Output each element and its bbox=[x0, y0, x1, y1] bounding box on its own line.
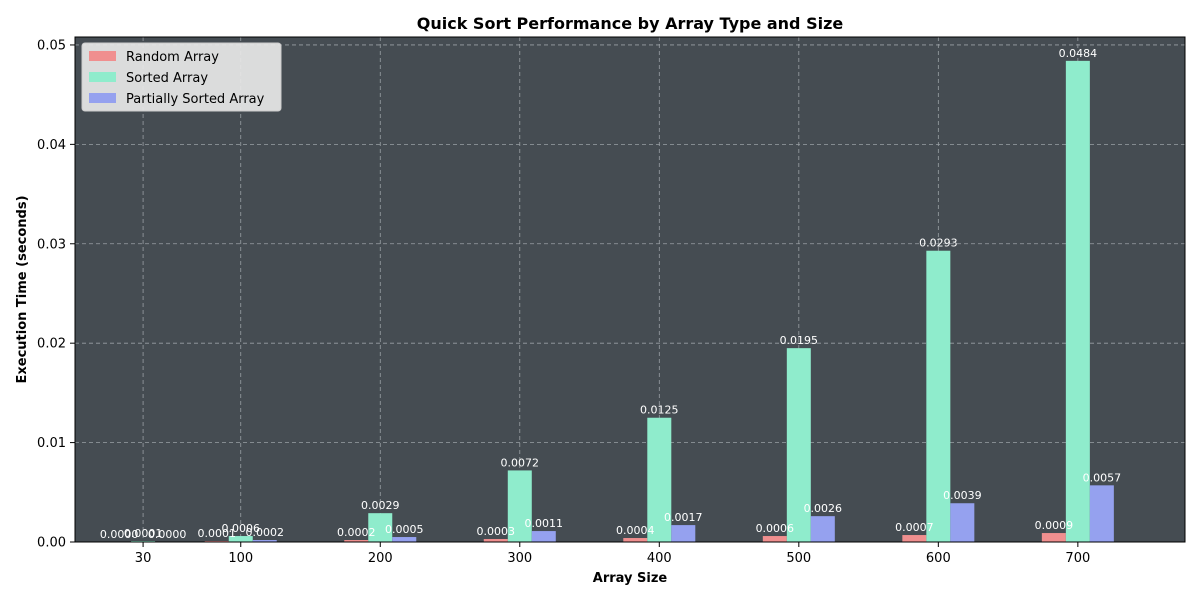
bar bbox=[252, 540, 277, 542]
data-labels: 0.0000 0.0001 0.0002 0.0003 0.0004 0.0006 0.00… bbox=[100, 47, 1121, 541]
bar bbox=[1041, 533, 1066, 542]
x-tick-label: 100 bbox=[228, 551, 253, 566]
bar bbox=[1089, 485, 1114, 542]
data-label: 0.0006 bbox=[756, 522, 795, 535]
data-label: 0.0029 bbox=[361, 499, 400, 512]
legend-box bbox=[81, 42, 282, 112]
legend-label: Partially Sorted Array bbox=[126, 92, 265, 107]
data-label: 0.0006 bbox=[221, 522, 260, 535]
y-tick-label: 0.05 bbox=[37, 38, 66, 53]
data-label: 0.0005 bbox=[385, 523, 424, 536]
y-tick-label: 0.01 bbox=[37, 436, 66, 451]
bar bbox=[392, 537, 417, 542]
data-label: 0.0009 bbox=[1035, 519, 1074, 532]
legend-label: Random Array bbox=[126, 50, 219, 65]
legend-label: Sorted Array bbox=[126, 71, 208, 86]
data-label: 0.0001 bbox=[197, 527, 236, 540]
bar bbox=[368, 513, 393, 542]
y-axis-ticks: 0.00 0.01 0.02 0.03 0.04 0.05 bbox=[37, 38, 75, 551]
bar bbox=[483, 539, 508, 542]
data-label: 0.0026 bbox=[804, 502, 843, 515]
data-label: 0.0484 bbox=[1059, 47, 1098, 60]
data-label: 0.0293 bbox=[919, 237, 958, 250]
data-label: 0.0125 bbox=[640, 404, 679, 417]
data-label: 0.0002 bbox=[245, 526, 284, 539]
y-tick-label: 0.03 bbox=[37, 237, 66, 252]
bar bbox=[228, 536, 253, 542]
x-tick-label: 400 bbox=[647, 551, 672, 566]
data-label: 0.0039 bbox=[943, 489, 982, 502]
bar bbox=[531, 531, 556, 542]
x-tick-label: 300 bbox=[507, 551, 532, 566]
bars bbox=[131, 60, 1114, 542]
data-label: 0.0195 bbox=[780, 334, 819, 347]
bar bbox=[507, 470, 532, 542]
bar bbox=[671, 525, 696, 542]
legend-swatch bbox=[89, 72, 116, 82]
bar bbox=[762, 536, 787, 542]
bar bbox=[623, 538, 648, 542]
x-axis-title: Array Size bbox=[593, 571, 668, 586]
plot-area bbox=[75, 37, 1185, 542]
plot-frame bbox=[74, 36, 1186, 543]
x-tick-label: 700 bbox=[1065, 551, 1090, 566]
data-label: 0.0001 bbox=[124, 527, 163, 540]
data-label: 0.0003 bbox=[477, 525, 516, 538]
data-label: 0.0011 bbox=[525, 517, 564, 530]
data-label: 0.0000 bbox=[148, 528, 187, 541]
bar bbox=[344, 540, 369, 542]
legend: Random Array Sorted Array Partially Sorted… bbox=[81, 42, 282, 112]
bar bbox=[810, 516, 835, 542]
data-label: 0.0017 bbox=[664, 511, 703, 524]
legend-swatch bbox=[89, 51, 116, 61]
x-tick-label: 200 bbox=[368, 551, 393, 566]
y-tick-label: 0.04 bbox=[37, 138, 66, 153]
bar bbox=[926, 250, 951, 542]
data-label: 0.0007 bbox=[895, 521, 934, 534]
y-tick-label: 0.02 bbox=[37, 337, 66, 352]
x-tick-label: 30 bbox=[135, 551, 152, 566]
bar bbox=[1065, 60, 1090, 542]
bar bbox=[786, 348, 811, 542]
x-tick-label: 600 bbox=[926, 551, 951, 566]
bar bbox=[902, 535, 927, 542]
bar bbox=[950, 503, 975, 542]
data-label: 0.0004 bbox=[616, 524, 655, 537]
x-tick-label: 500 bbox=[786, 551, 811, 566]
data-label: 0.0000 bbox=[100, 528, 139, 541]
data-label: 0.0072 bbox=[501, 456, 540, 469]
y-axis-title: Execution Time (seconds) bbox=[15, 195, 30, 383]
bar bbox=[647, 417, 672, 542]
x-axis-ticks: 30 100 200 300 400 500 600 700 bbox=[135, 542, 1090, 566]
data-label: 0.0002 bbox=[337, 526, 376, 539]
legend-swatch bbox=[89, 93, 116, 103]
data-label: 0.0057 bbox=[1083, 471, 1122, 484]
y-tick-label: 0.00 bbox=[37, 536, 66, 551]
chart-title: Quick Sort Performance by Array Type and… bbox=[417, 14, 844, 33]
